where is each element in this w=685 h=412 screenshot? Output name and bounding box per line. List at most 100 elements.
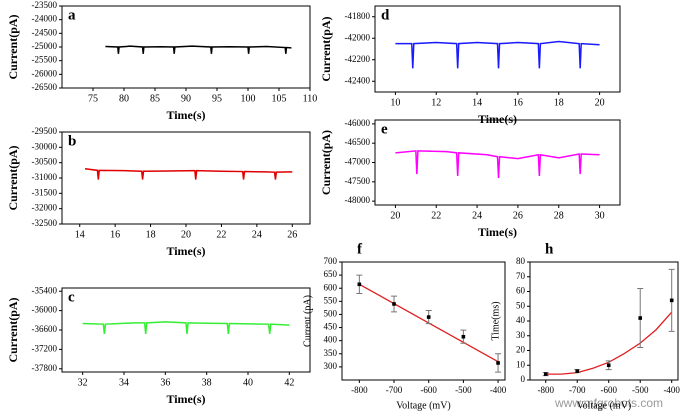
x-axis-title: Time(s) <box>166 392 205 406</box>
data-point <box>392 302 396 306</box>
current-trace <box>105 45 292 54</box>
y-tick-label: 10 <box>516 359 526 369</box>
y-tick-label: -47500 <box>345 176 371 186</box>
x-tick-label: 32 <box>78 377 88 388</box>
y-axis-title: Current(pA) <box>319 130 333 195</box>
y-tick-label: -35400 <box>32 285 58 295</box>
data-point <box>426 315 431 319</box>
x-tick-label: 24 <box>472 210 482 221</box>
x-tick-label: 20 <box>390 210 400 221</box>
x-tick-label: -400 <box>490 385 507 395</box>
panel-label: e <box>381 121 388 137</box>
x-tick-label: 30 <box>595 210 605 221</box>
x-tick-label: 24 <box>252 229 262 240</box>
y-axis-title: Current(pA) <box>6 14 20 79</box>
x-tick-label: 14 <box>75 229 85 240</box>
x-tick-label: 26 <box>287 229 297 240</box>
y-tick-label: 650 <box>324 269 338 279</box>
y-tick-label: -46500 <box>345 137 371 147</box>
y-tick-label: 350 <box>324 348 338 358</box>
y-tick-label: 60 <box>516 286 526 296</box>
y-tick-label: -23500 <box>32 0 58 10</box>
panel-label: b <box>68 133 76 149</box>
x-tick-label: 110 <box>303 93 318 104</box>
y-tick-label: 450 <box>324 322 338 332</box>
y-tick-label: -26500 <box>32 82 58 92</box>
x-tick-label: -700 <box>569 385 586 395</box>
y-tick-label: -25500 <box>32 55 58 65</box>
x-tick-label: 80 <box>119 93 129 104</box>
y-tick-label: -36000 <box>32 305 58 315</box>
y-tick-label: -41800 <box>345 11 371 21</box>
y-tick-label: -47000 <box>345 157 371 167</box>
data-point <box>496 361 500 365</box>
x-tick-label: 90 <box>181 93 191 104</box>
x-tick-label: 22 <box>431 210 441 221</box>
x-tick-label: 36 <box>160 377 170 388</box>
plot-frame <box>529 261 679 381</box>
y-tick-label: -42400 <box>345 75 371 85</box>
y-tick-label: -29500 <box>32 126 58 136</box>
x-tick-label: 18 <box>554 97 564 108</box>
y-tick-label: 0 <box>521 374 526 384</box>
x-tick-label: 16 <box>513 97 523 108</box>
y-tick-label: 50 <box>516 300 526 310</box>
y-tick-label: -26000 <box>32 68 58 78</box>
x-tick-label: 38 <box>202 377 212 388</box>
x-tick-label: 40 <box>243 377 253 388</box>
y-tick-label: -37800 <box>32 363 58 373</box>
y-tick-label: -30500 <box>32 157 58 167</box>
current-trace <box>82 321 290 334</box>
x-tick-label: -700 <box>386 385 403 395</box>
x-tick-label: 20 <box>595 97 605 108</box>
x-tick-label: 20 <box>181 229 191 240</box>
current-trace <box>395 40 600 69</box>
x-axis-title: Time(s) <box>478 225 517 239</box>
x-tick-label: 75 <box>88 93 98 104</box>
panel-label: c <box>68 289 75 305</box>
x-tick-label: 100 <box>241 93 256 104</box>
current-trace <box>395 150 600 178</box>
x-tick-label: 95 <box>212 93 222 104</box>
y-axis-title: Current (pA) <box>302 295 313 347</box>
y-tick-label: -32500 <box>32 218 58 228</box>
y-tick-label: -30000 <box>32 141 58 151</box>
x-tick-label: 18 <box>146 229 156 240</box>
data-point <box>638 316 643 320</box>
y-axis-title: Current(pA) <box>6 145 20 210</box>
y-tick-label: 70 <box>516 271 526 281</box>
y-tick-label: -24000 <box>32 14 58 24</box>
x-tick-label: 22 <box>216 229 226 240</box>
x-axis-title: Voltage (mV) <box>396 400 451 411</box>
data-point <box>606 363 611 368</box>
plot-frame <box>374 5 621 93</box>
x-axis-title: Time(s) <box>166 244 205 258</box>
y-tick-label: 40 <box>516 315 526 325</box>
data-point <box>543 372 548 376</box>
y-tick-label: 300 <box>324 361 338 371</box>
y-tick-label: 700 <box>324 256 338 266</box>
plot-frame <box>341 261 506 381</box>
y-tick-label: -48000 <box>345 195 371 205</box>
x-axis-title: Time(s) <box>478 112 517 126</box>
panel-label: d <box>381 7 390 23</box>
y-tick-label: -31500 <box>32 187 58 197</box>
y-tick-label: -37200 <box>32 343 58 353</box>
y-tick-label: -32000 <box>32 203 58 213</box>
y-tick-label: -42200 <box>345 54 371 64</box>
y-tick-label: 550 <box>324 295 338 305</box>
x-tick-label: -600 <box>420 385 437 395</box>
x-tick-label: 26 <box>513 210 523 221</box>
x-tick-label: 16 <box>110 229 120 240</box>
panel-label: h <box>545 241 554 257</box>
y-tick-label: 500 <box>324 309 338 319</box>
panel-label: f <box>357 241 363 257</box>
y-tick-label: -24500 <box>32 27 58 37</box>
y-tick-label: 600 <box>324 282 338 292</box>
y-tick-label: 80 <box>516 256 526 266</box>
x-axis-title: Voltage (mV) <box>577 400 632 411</box>
data-point <box>461 334 466 339</box>
x-tick-label: 10 <box>390 97 400 108</box>
watermark: www.mfgrobots.com <box>554 396 663 410</box>
x-tick-label: 14 <box>472 97 482 108</box>
